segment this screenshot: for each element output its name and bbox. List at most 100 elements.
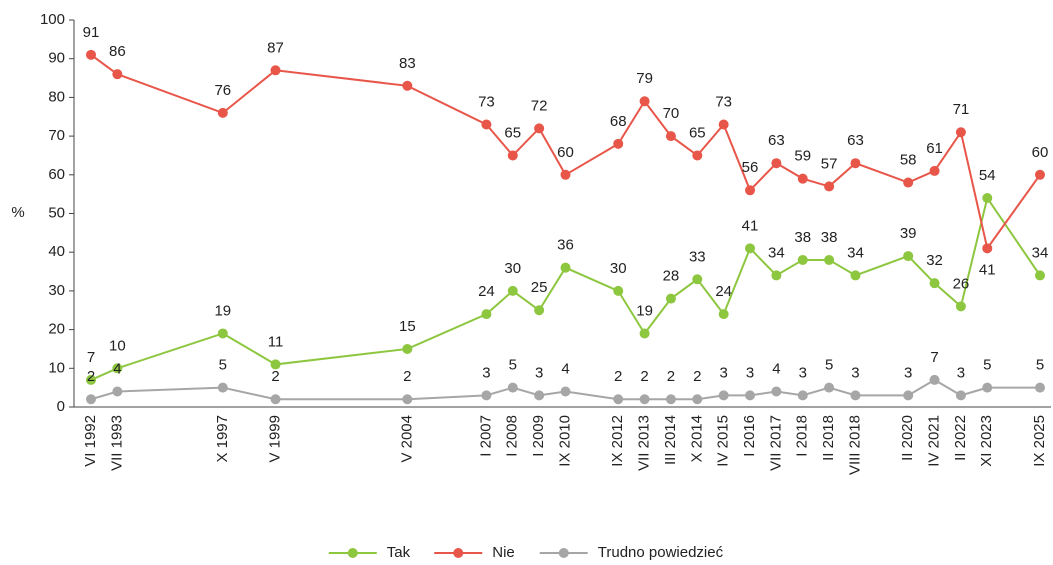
x-tick-label: IX 2025 bbox=[1031, 415, 1048, 467]
legend-marker bbox=[347, 548, 358, 558]
y-tick-label: 100 bbox=[40, 11, 65, 28]
x-tick-label: VIII 2018 bbox=[846, 415, 863, 475]
data-label: 87 bbox=[267, 39, 284, 56]
data-point bbox=[929, 165, 940, 176]
data-label: 30 bbox=[610, 260, 627, 277]
data-point bbox=[903, 251, 914, 262]
data-point bbox=[797, 173, 808, 184]
data-point bbox=[1035, 169, 1045, 180]
data-point bbox=[692, 150, 703, 161]
data-point bbox=[217, 382, 228, 393]
data-label: 83 bbox=[399, 55, 416, 72]
data-point bbox=[613, 285, 624, 296]
data-label: 30 bbox=[504, 260, 521, 277]
data-label: 34 bbox=[1032, 244, 1049, 261]
data-point bbox=[718, 390, 729, 401]
data-label: 70 bbox=[663, 105, 680, 122]
data-label: 24 bbox=[478, 283, 495, 300]
x-tick-label: XI 2023 bbox=[978, 415, 995, 467]
data-point bbox=[850, 158, 861, 169]
y-tick-label: 40 bbox=[48, 243, 65, 260]
data-label: 41 bbox=[742, 217, 759, 234]
data-label: 19 bbox=[636, 302, 653, 319]
x-tick-label: V 1999 bbox=[266, 415, 283, 463]
data-point bbox=[850, 270, 861, 281]
data-label: 73 bbox=[478, 93, 495, 110]
x-tick-label: I 2007 bbox=[477, 415, 494, 457]
data-label: 25 bbox=[531, 279, 548, 296]
data-point bbox=[718, 309, 729, 320]
data-point bbox=[903, 177, 914, 188]
data-point bbox=[824, 382, 835, 393]
legend-label: Nie bbox=[492, 544, 515, 561]
x-tick-label: I 2009 bbox=[530, 415, 547, 457]
data-point bbox=[745, 185, 756, 196]
data-point bbox=[665, 394, 676, 405]
data-point bbox=[507, 382, 518, 393]
data-label: 7 bbox=[930, 349, 938, 366]
x-tick-label: IV 2015 bbox=[715, 415, 732, 467]
data-label: 5 bbox=[825, 357, 833, 374]
data-point bbox=[402, 343, 413, 354]
y-tick-label: 50 bbox=[48, 204, 65, 221]
data-point bbox=[797, 254, 808, 265]
data-label: 91 bbox=[83, 24, 100, 41]
data-point bbox=[955, 127, 966, 138]
series-line bbox=[90, 378, 1040, 401]
data-point bbox=[771, 386, 782, 397]
data-point bbox=[639, 96, 650, 107]
data-point bbox=[982, 382, 993, 393]
data-point bbox=[112, 386, 123, 397]
data-point bbox=[797, 390, 808, 401]
data-label: 63 bbox=[768, 132, 785, 149]
y-tick-label: 70 bbox=[48, 127, 65, 144]
data-point bbox=[560, 169, 571, 180]
data-point bbox=[639, 394, 650, 405]
x-tick-label: I 2018 bbox=[794, 415, 811, 457]
x-tick-label: VII 1993 bbox=[108, 415, 125, 471]
data-point bbox=[402, 80, 413, 91]
data-point bbox=[270, 394, 281, 405]
data-point bbox=[217, 107, 228, 118]
data-point bbox=[507, 150, 518, 161]
data-label: 28 bbox=[663, 268, 680, 285]
data-label: 60 bbox=[557, 144, 574, 161]
data-point bbox=[665, 293, 676, 304]
data-label: 63 bbox=[847, 132, 864, 149]
data-label: 26 bbox=[953, 275, 970, 292]
data-label: 58 bbox=[900, 152, 917, 169]
data-point bbox=[112, 363, 123, 374]
data-point bbox=[903, 390, 914, 401]
data-point bbox=[534, 390, 545, 401]
data-point bbox=[217, 328, 228, 339]
x-tick-label: V 2004 bbox=[398, 415, 415, 463]
data-label: 5 bbox=[983, 357, 991, 374]
data-point bbox=[929, 278, 940, 289]
legend-label: Trudno powiedzieć bbox=[598, 544, 724, 561]
data-point bbox=[824, 254, 835, 265]
x-tick-label: VII 2017 bbox=[767, 415, 784, 471]
data-point bbox=[745, 243, 756, 254]
y-tick-label: 0 bbox=[57, 398, 65, 415]
data-label: 38 bbox=[821, 229, 838, 246]
data-point bbox=[824, 181, 835, 192]
data-point bbox=[1035, 382, 1045, 393]
data-point bbox=[507, 285, 518, 296]
data-point bbox=[745, 390, 756, 401]
data-point bbox=[771, 158, 782, 169]
data-label: 5 bbox=[1036, 357, 1044, 374]
data-point bbox=[613, 138, 624, 149]
legend-marker bbox=[558, 548, 569, 558]
data-point bbox=[613, 394, 624, 405]
data-label: 72 bbox=[531, 97, 548, 114]
data-label: 3 bbox=[482, 364, 490, 381]
data-label: 10 bbox=[109, 337, 126, 354]
data-point bbox=[86, 374, 96, 385]
data-label: 34 bbox=[847, 244, 864, 261]
x-tick-label: VI 1992 bbox=[82, 415, 99, 467]
x-tick-label: I 2016 bbox=[741, 415, 758, 457]
data-label: 24 bbox=[715, 283, 732, 300]
data-label: 4 bbox=[561, 360, 569, 377]
y-tick-label: 80 bbox=[48, 88, 65, 105]
